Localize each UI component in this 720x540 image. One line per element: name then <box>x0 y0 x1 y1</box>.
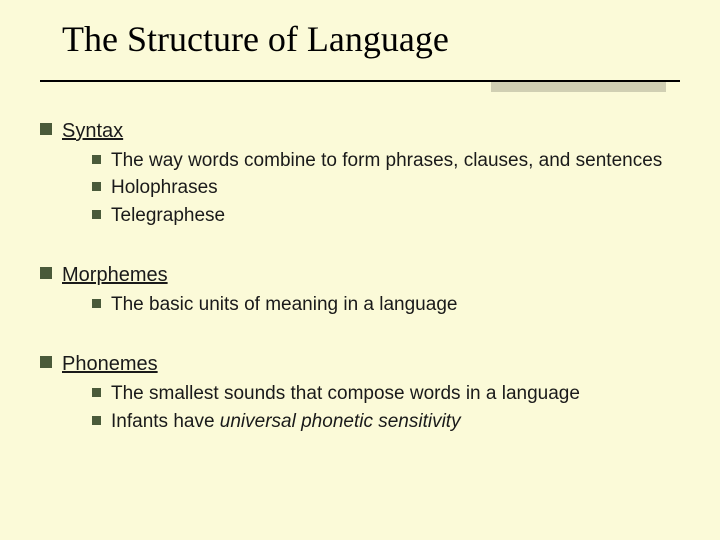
section-heading: Morphemes <box>62 262 168 288</box>
list-item: Phonemes <box>40 351 690 377</box>
title-shadow <box>491 82 666 92</box>
list-item-text: The basic units of meaning in a language <box>111 292 457 317</box>
square-bullet-icon <box>92 388 101 397</box>
section-syntax: Syntax The way words combine to form phr… <box>40 118 690 228</box>
list-item: The smallest sounds that compose words i… <box>92 381 690 406</box>
list-item-text: The smallest sounds that compose words i… <box>111 381 580 406</box>
section-heading: Phonemes <box>62 351 158 377</box>
list-item: The basic units of meaning in a language <box>92 292 690 317</box>
list-item-text: Infants have universal phonetic sensitiv… <box>111 409 461 434</box>
square-bullet-icon <box>40 267 52 279</box>
square-bullet-icon <box>40 356 52 368</box>
slide-content: Syntax The way words combine to form phr… <box>40 118 690 436</box>
section-morphemes: Morphemes The basic units of meaning in … <box>40 262 690 317</box>
square-bullet-icon <box>92 182 101 191</box>
square-bullet-icon <box>92 155 101 164</box>
square-bullet-icon <box>92 210 101 219</box>
square-bullet-icon <box>92 299 101 308</box>
list-item: The way words combine to form phrases, c… <box>92 148 690 173</box>
list-item: Morphemes <box>40 262 690 288</box>
list-item-text: The way words combine to form phrases, c… <box>111 148 662 173</box>
list-item: Telegraphese <box>92 203 690 228</box>
section-heading: Syntax <box>62 118 123 144</box>
square-bullet-icon <box>40 123 52 135</box>
list-item: Infants have universal phonetic sensitiv… <box>92 409 690 434</box>
list-item-text: Telegraphese <box>111 203 225 228</box>
section-phonemes: Phonemes The smallest sounds that compos… <box>40 351 690 434</box>
slide-title: The Structure of Language <box>62 18 449 60</box>
list-item: Syntax <box>40 118 690 144</box>
list-item: Holophrases <box>92 175 690 200</box>
square-bullet-icon <box>92 416 101 425</box>
list-item-text: Holophrases <box>111 175 218 200</box>
